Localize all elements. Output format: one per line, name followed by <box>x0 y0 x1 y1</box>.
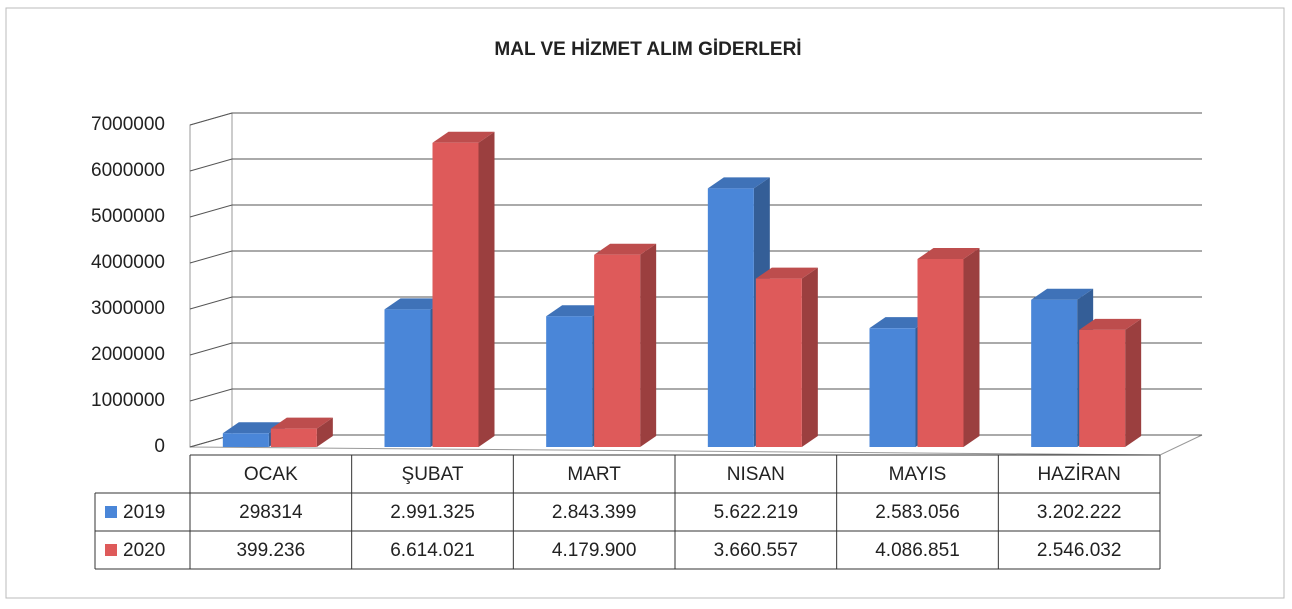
bar-front <box>222 433 269 447</box>
chart-frame <box>5 7 1285 599</box>
bar-side <box>801 267 818 447</box>
y-tick-label: 6000000 <box>91 160 165 181</box>
bar-front <box>755 278 802 447</box>
x-tick-label: MAYIS <box>889 464 947 485</box>
y-tick-label: 3000000 <box>91 298 165 319</box>
bar-front <box>1079 329 1126 447</box>
bar <box>917 248 980 447</box>
bar-top <box>432 131 495 143</box>
bar-top <box>707 177 770 189</box>
x-tick-label: ŞUBAT <box>402 464 464 485</box>
grid-line <box>189 112 1202 126</box>
value-label: 2.546.032 <box>1037 540 1122 561</box>
y-tick-label: 1000000 <box>91 390 165 411</box>
bar-front <box>917 259 964 447</box>
x-tick-label: NISAN <box>727 464 785 485</box>
bar <box>594 243 657 447</box>
bar-front <box>1031 299 1078 447</box>
bar-front <box>546 316 593 447</box>
bar-top <box>1031 288 1094 300</box>
y-tick-label: 4000000 <box>91 252 165 273</box>
bar-top <box>755 267 818 279</box>
bar-front <box>432 142 479 447</box>
bar-top <box>1079 318 1142 330</box>
bar-top <box>222 422 285 434</box>
value-label: 3.202.222 <box>1037 502 1122 523</box>
value-label: 4.179.900 <box>552 540 637 561</box>
bar-top <box>270 417 333 429</box>
y-tick-label: 2000000 <box>91 344 165 365</box>
value-label: 399.236 <box>236 540 305 561</box>
value-label: 2.991.325 <box>390 502 475 523</box>
bar <box>432 131 495 447</box>
value-label: 6.614.021 <box>390 540 475 561</box>
bar-front <box>270 428 317 447</box>
bar-side <box>963 248 980 447</box>
bar-front <box>384 309 431 447</box>
value-label: 3.660.557 <box>714 540 799 561</box>
value-label: 4.086.851 <box>875 540 960 561</box>
bar-top <box>594 243 657 255</box>
value-label: 2.583.056 <box>875 502 960 523</box>
bar <box>755 267 818 447</box>
y-tick-label: 0 <box>154 436 165 457</box>
bar-top <box>384 298 447 310</box>
grid-line <box>189 158 1202 172</box>
legend-swatch <box>105 506 117 518</box>
chart-title: MAL VE HİZMET ALIM GİDERLERİ <box>494 39 801 60</box>
value-label: 5.622.219 <box>714 502 799 523</box>
grid-line <box>189 250 1202 264</box>
legend-label: 2019 <box>123 502 165 523</box>
bar-side <box>640 243 657 447</box>
legend-swatch <box>105 544 117 556</box>
y-tick-label: 7000000 <box>91 114 165 135</box>
bar <box>270 417 333 447</box>
x-tick-label: MART <box>567 464 621 485</box>
y-tick-label: 5000000 <box>91 206 165 227</box>
bar-side <box>478 131 495 447</box>
back-wall <box>189 112 233 448</box>
grid-line <box>189 296 1202 310</box>
bar-side <box>1125 318 1142 447</box>
x-tick-label: OCAK <box>244 464 298 485</box>
grid-line <box>189 204 1202 218</box>
bar-front <box>594 254 641 447</box>
value-label: 2.843.399 <box>552 502 637 523</box>
bar-front <box>707 188 754 447</box>
bar-front <box>869 328 916 447</box>
bar-side <box>316 417 333 447</box>
value-label: 298314 <box>239 502 303 523</box>
bar-top <box>869 317 932 329</box>
x-tick-label: HAZİRAN <box>1037 464 1120 485</box>
bar-top <box>546 305 609 317</box>
legend-label: 2020 <box>123 540 165 561</box>
bar <box>1079 318 1142 447</box>
bar-top <box>917 248 980 260</box>
